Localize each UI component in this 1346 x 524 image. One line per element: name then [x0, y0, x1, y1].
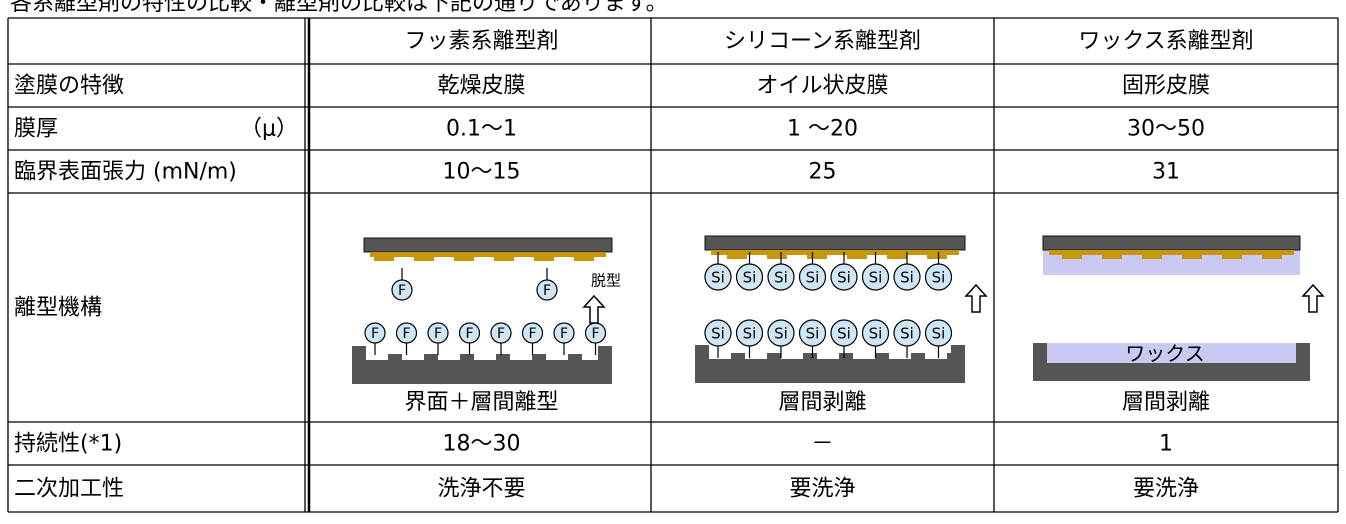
substrate — [695, 345, 965, 383]
mold-plate — [1042, 235, 1301, 251]
layer-label: ワックス — [1125, 342, 1204, 366]
cell: 固形皮膜 — [1122, 74, 1210, 99]
molecule-symbol: Si — [774, 269, 788, 287]
molecule-symbol: Si — [869, 325, 883, 343]
molecule-symbol: Si — [774, 325, 788, 343]
molecule — [704, 263, 732, 291]
molecule-symbol: F — [402, 326, 410, 342]
cell: 31 — [1152, 160, 1180, 185]
molecule — [553, 322, 575, 344]
molecule-symbol: Si — [837, 325, 851, 343]
molecule — [924, 263, 953, 291]
caption: 各系離型剤の特性の比較・離型剤の比較は下記の通りであります。 — [10, 0, 668, 16]
row-label: 塗膜の特徴 — [14, 74, 124, 99]
cell: 0.1～1 — [446, 117, 517, 142]
substrate — [352, 346, 612, 384]
molecule — [767, 319, 795, 347]
molecule — [427, 322, 449, 344]
molecule — [391, 279, 413, 301]
molecule — [536, 279, 558, 301]
molecule — [893, 263, 921, 291]
cell: － — [811, 432, 833, 457]
molecule — [830, 319, 858, 347]
header-cell: フッ素系離型剤 — [404, 29, 558, 54]
row-label: 持続性(*1) — [14, 432, 122, 457]
cell: 30～50 — [1127, 117, 1205, 142]
cell: 洗浄不要 — [437, 477, 525, 502]
mold-plate — [363, 237, 613, 253]
molecule-symbol: Si — [932, 269, 946, 287]
molecule-symbol: Si — [806, 325, 820, 343]
molecule — [798, 319, 827, 347]
row-label: 膜厚 — [14, 117, 58, 142]
release-layer — [1049, 250, 1294, 259]
row-unit: （μ） — [240, 117, 298, 142]
release-layer — [711, 250, 959, 259]
row-label: 臨界表面張力 (mN/m) — [14, 160, 237, 185]
molecule — [893, 319, 921, 347]
cell: 18～30 — [443, 432, 521, 457]
molecule — [830, 263, 858, 291]
molecule-symbol: F — [497, 326, 505, 342]
mechanism-caption: 層間剥離 — [778, 390, 866, 415]
molecule-symbol: F — [591, 326, 599, 342]
molecule-symbol: Si — [806, 269, 820, 287]
molecule-symbol: F — [434, 326, 442, 342]
molecule — [458, 322, 481, 344]
molecule — [521, 322, 544, 344]
molecule — [924, 319, 953, 347]
mechanism-caption: 層間剥離 — [1122, 390, 1210, 415]
cell: 1 — [1159, 432, 1173, 457]
molecule-symbol: F — [465, 326, 473, 342]
molecule-symbol: Si — [869, 269, 883, 287]
cell: 10～15 — [443, 160, 521, 185]
cell: 25 — [809, 160, 837, 185]
molecule-symbol: F — [560, 326, 568, 342]
molecule — [704, 319, 732, 347]
molecule-symbol: Si — [743, 325, 757, 343]
molecule-symbol: F — [528, 326, 536, 342]
release-layer — [366, 252, 606, 261]
mold-plate — [704, 235, 966, 251]
molecule-symbol: Si — [932, 325, 946, 343]
molecule — [735, 263, 764, 291]
release-arrow — [1301, 283, 1325, 313]
molecule-symbol: Si — [837, 269, 851, 287]
molecule-symbol: F — [398, 283, 406, 299]
release-arrow — [964, 283, 988, 313]
arrow-label: 脱型 — [591, 272, 621, 290]
molecule-symbol: F — [371, 326, 379, 342]
wax-layer — [1047, 343, 1296, 363]
row-label: 二次加工性 — [14, 477, 124, 502]
cell: 要洗浄 — [789, 477, 855, 502]
molecule — [735, 319, 764, 347]
molecule-symbol: Si — [711, 325, 725, 343]
mechanism-caption: 界面＋層間離型 — [404, 390, 558, 415]
molecule — [490, 322, 512, 344]
molecule-symbol: F — [543, 283, 551, 299]
cell: 1 ～20 — [787, 117, 858, 142]
molecule — [798, 263, 827, 291]
molecule-symbol: Si — [711, 269, 725, 287]
cell: オイル状皮膜 — [756, 74, 888, 99]
molecule-symbol: Si — [900, 325, 914, 343]
molecule — [395, 322, 418, 344]
molecule-symbol: Si — [900, 269, 914, 287]
molecule — [767, 263, 795, 291]
molecule — [364, 322, 386, 344]
molecule — [861, 319, 890, 347]
molecule — [861, 263, 890, 291]
header-cell: ワックス系離型剤 — [1078, 29, 1253, 54]
header-cell: シリコーン系離型剤 — [724, 29, 921, 54]
cell: 要洗浄 — [1133, 477, 1199, 502]
cell: 乾燥皮膜 — [437, 74, 525, 99]
molecule-symbol: Si — [743, 269, 757, 287]
row-label: 離型機構 — [14, 296, 102, 321]
release-arrow — [582, 294, 606, 324]
